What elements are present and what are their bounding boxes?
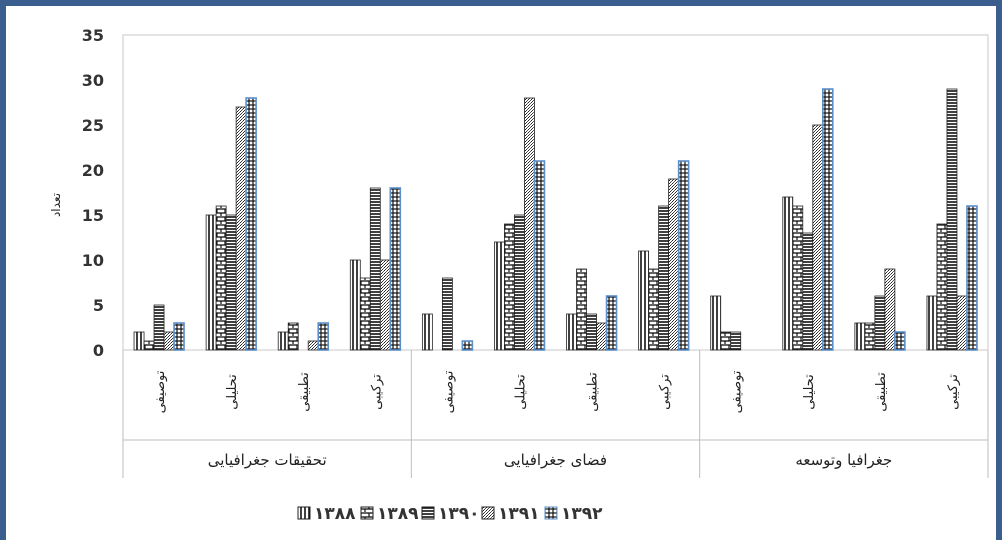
bar-0-1-series-0 — [205, 214, 217, 351]
category-label: ترکیبی — [658, 374, 673, 410]
bar-0-2-series-3 — [307, 340, 319, 351]
legend-swatch — [421, 506, 435, 520]
y-tick-label: 30 — [82, 71, 104, 90]
legend-label: ۱۳۹۱ — [498, 504, 540, 524]
bar-1-3-series-3 — [668, 178, 680, 351]
bar-0-0-series-1 — [143, 340, 155, 351]
bar-2-2-series-3 — [884, 268, 896, 351]
bar-0-0-series-0 — [133, 331, 145, 351]
bar-0-1-series-1 — [215, 205, 227, 351]
bar-0-1-series-3 — [235, 106, 247, 351]
bar-1-3-series-1 — [648, 268, 660, 351]
bar-0-1-series-2 — [225, 214, 237, 351]
bar-2-2-series-0 — [854, 322, 866, 351]
category-label: ترکیبی — [369, 374, 384, 410]
bar-2-1-series-3 — [812, 124, 824, 351]
category-label: تطبیقی — [586, 372, 601, 412]
bar-0-3-series-4 — [389, 187, 402, 351]
legend-swatch — [297, 506, 311, 520]
bar-2-3-series-0 — [926, 295, 938, 351]
legend-label: ۱۳۸۸ — [314, 504, 356, 524]
bar-2-3-series-3 — [956, 295, 968, 351]
legend-swatch — [481, 506, 495, 520]
bar-2-1-series-4 — [821, 88, 834, 351]
bar-1-0-series-0 — [421, 313, 433, 351]
bar-2-1-series-2 — [802, 232, 814, 351]
bar-1-3-series-4 — [677, 160, 690, 351]
bar-0-3-series-2 — [369, 187, 381, 351]
bar-2-3-series-2 — [946, 88, 958, 351]
category-label: تحلیلی — [225, 374, 240, 410]
group-label: تحقیقات جغرافیایی — [208, 451, 327, 469]
bar-2-3-series-1 — [936, 223, 948, 351]
bar-0-2-series-0 — [277, 331, 289, 351]
bar-2-0-series-1 — [720, 331, 732, 351]
bar-1-0-series-2 — [441, 277, 453, 351]
legend-label: ۱۳۸۹ — [377, 504, 419, 524]
bar-2-3-series-4 — [966, 205, 978, 351]
category-label: توصیفی — [730, 370, 745, 413]
bar-1-1-series-2 — [514, 214, 525, 351]
bar-2-2-series-4 — [894, 331, 906, 351]
y-tick-label: 20 — [82, 161, 104, 180]
bar-1-1-series-1 — [504, 223, 515, 351]
category-label: تطبیقی — [297, 372, 312, 412]
y-tick-label: 5 — [93, 296, 104, 315]
y-tick-label: 35 — [82, 26, 104, 45]
bar-0-0-series-3 — [163, 331, 175, 351]
bar-1-0-series-4 — [461, 340, 474, 351]
y-tick-label: 10 — [82, 251, 104, 270]
category-label: تحلیلی — [513, 374, 528, 410]
legend-swatch — [360, 506, 374, 520]
group-label: جغرافیا وتوسعه — [795, 451, 892, 469]
legend-label: ۱۳۹۲ — [561, 504, 603, 524]
category-label: تطبیقی — [874, 372, 889, 412]
bar-1-2-series-4 — [605, 295, 618, 351]
bar-0-3-series-0 — [349, 259, 361, 351]
bar-1-1-series-3 — [524, 97, 535, 351]
y-tick-label: 25 — [82, 116, 104, 135]
y-axis-label: تعداد — [49, 193, 63, 217]
bar-1-3-series-2 — [658, 205, 670, 351]
bar-2-2-series-2 — [874, 295, 886, 351]
bar-0-2-series-4 — [317, 322, 330, 351]
legend-swatch — [544, 506, 558, 520]
bar-2-0-series-0 — [710, 295, 722, 351]
bar-0-2-series-1 — [287, 322, 299, 351]
legend-label: ۱۳۹۰ — [438, 504, 480, 524]
bar-1-1-series-4 — [533, 160, 546, 351]
bar-1-2-series-0 — [566, 313, 577, 351]
bar-0-3-series-1 — [359, 277, 371, 351]
bar-2-1-series-1 — [792, 205, 804, 351]
bar-2-1-series-0 — [782, 196, 794, 351]
category-label: ترکیبی — [946, 374, 961, 410]
group-label: فضای جغرافیایی — [504, 451, 607, 469]
category-label: توصیفی — [441, 370, 456, 413]
bar-0-0-series-4 — [173, 322, 185, 351]
bar-1-3-series-0 — [638, 250, 650, 351]
category-label: توصیفی — [153, 370, 168, 413]
bar-0-3-series-3 — [379, 259, 391, 351]
y-tick-label: 15 — [82, 206, 104, 225]
bar-2-0-series-2 — [730, 331, 742, 351]
bar-2-2-series-1 — [864, 322, 876, 351]
bar-0-0-series-2 — [153, 304, 165, 351]
bar-0-1-series-4 — [245, 97, 257, 351]
bar-1-1-series-0 — [494, 241, 505, 351]
bar-1-2-series-3 — [596, 322, 607, 351]
plot-area — [122, 34, 989, 351]
bar-1-2-series-2 — [586, 313, 597, 351]
y-tick-label: 0 — [93, 341, 104, 360]
category-label: تحلیلی — [802, 374, 817, 410]
bar-1-2-series-1 — [576, 268, 587, 351]
